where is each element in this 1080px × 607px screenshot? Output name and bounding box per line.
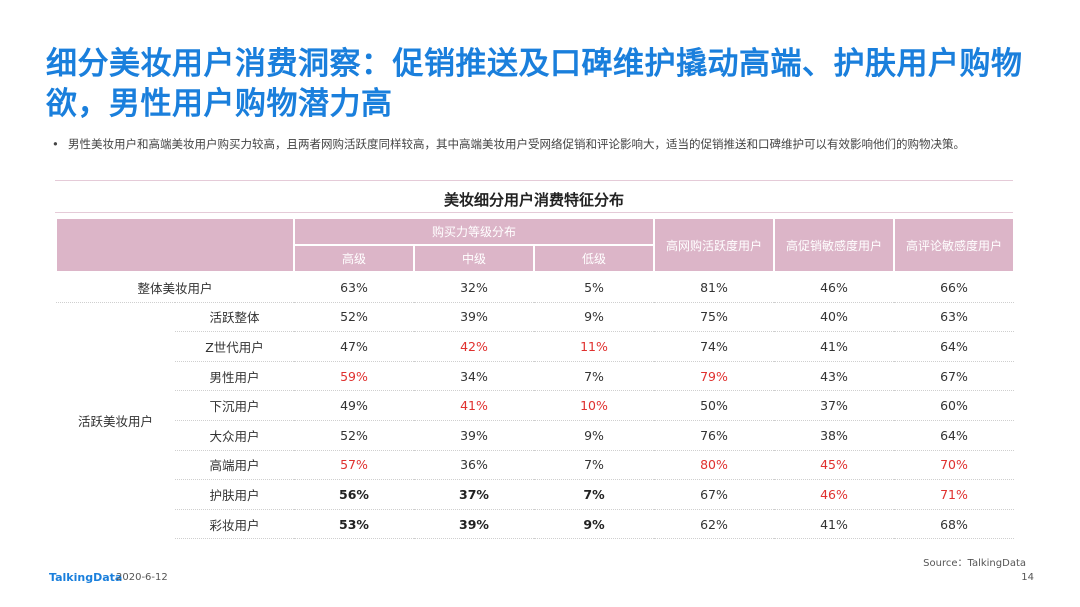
summary-text: 男性美妆用户和高端美妆用户购买力较高，且两者网购活跃度同样较高，其中高端美妆用户…: [68, 137, 965, 151]
table-cell: 56%: [294, 479, 414, 510]
table-cell: 67%: [894, 361, 1014, 392]
table-cell: 68%: [894, 509, 1014, 540]
row-label: 整体美妆用户: [56, 272, 294, 303]
table-cell: 9%: [534, 302, 654, 333]
table-cell: 9%: [534, 420, 654, 451]
header-promo-sensitivity: 高促销敏感度用户: [773, 217, 895, 273]
table-cell: 75%: [654, 302, 774, 333]
table-row: 护肤用户 56% 37% 7% 67% 46% 71%: [56, 479, 1014, 510]
table-cell: 37%: [414, 479, 534, 510]
table-cell: 70%: [894, 450, 1014, 481]
header-mid: 中级: [413, 244, 535, 273]
table-cell: 10%: [534, 390, 654, 421]
table-cell: 80%: [654, 450, 774, 481]
table-cell: 53%: [294, 509, 414, 540]
table-cell: 11%: [534, 331, 654, 362]
table-cell: 66%: [894, 272, 1014, 303]
table-cell: 40%: [774, 302, 894, 333]
table-cell: 67%: [654, 479, 774, 510]
table-cell: 79%: [654, 361, 774, 392]
table-row: 高端用户 57% 36% 7% 80% 45% 70%: [56, 450, 1014, 481]
table-row: 大众用户 52% 39% 9% 76% 38% 64%: [56, 420, 1014, 451]
table-cell: 9%: [534, 509, 654, 540]
table-cell: 62%: [654, 509, 774, 540]
table-cell: 81%: [654, 272, 774, 303]
table-title-divider: [55, 212, 1013, 213]
summary-bullet: • 男性美妆用户和高端美妆用户购买力较高，且两者网购活跃度同样较高，其中高端美妆…: [52, 136, 1048, 152]
table-cell: 64%: [894, 420, 1014, 451]
table-cell: 60%: [894, 390, 1014, 421]
header-corner: [55, 217, 295, 273]
table-cell: 63%: [294, 272, 414, 303]
row-label: 大众用户: [175, 420, 294, 451]
table-cell: 41%: [774, 509, 894, 540]
header-purchase-power: 购买力等级分布: [293, 217, 655, 246]
bullet-dot-icon: •: [52, 137, 59, 151]
brand-logo: TalkingData: [49, 571, 123, 584]
table-cell: 45%: [774, 450, 894, 481]
header-low: 低级: [533, 244, 655, 273]
table-row: 男性用户 59% 34% 7% 79% 43% 67%: [56, 361, 1014, 392]
table-row: 彩妆用户 53% 39% 9% 62% 41% 68%: [56, 509, 1014, 540]
table-cell: 46%: [774, 479, 894, 510]
table-row: 整体美妆用户 63% 32% 5% 81% 46% 66%: [56, 272, 1014, 303]
group-label: 活跃美妆用户: [77, 414, 153, 430]
table-cell: 46%: [774, 272, 894, 303]
row-label: Z世代用户: [175, 331, 294, 362]
table-cell: 43%: [774, 361, 894, 392]
table-cell: 49%: [294, 390, 414, 421]
table-cell: 41%: [414, 390, 534, 421]
table-cell: 42%: [414, 331, 534, 362]
table-cell: 38%: [774, 420, 894, 451]
table-cell: 47%: [294, 331, 414, 362]
table-cell: 7%: [534, 361, 654, 392]
table-cell: 34%: [414, 361, 534, 392]
table-cell: 37%: [774, 390, 894, 421]
table-body: 整体美妆用户 63% 32% 5% 81% 46% 66% 活跃美妆用户 活跃整体 52% 39% 9…: [56, 272, 1014, 540]
page-title: 细分美妆用户消费洞察：促销推送及口碑维护撬动高端、护肤用户购物欲，男性用户购物潜…: [46, 46, 1023, 122]
table-cell: 36%: [414, 450, 534, 481]
header-online-activity: 高网购活跃度用户: [653, 217, 775, 273]
header-review-sensitivity: 高评论敏感度用户: [893, 217, 1015, 273]
table-cell: 39%: [414, 509, 534, 540]
table-cell: 41%: [774, 331, 894, 362]
table-cell: 64%: [894, 331, 1014, 362]
table-row: 下沉用户 49% 41% 10% 50% 37% 60%: [56, 390, 1014, 421]
table-row: 活跃美妆用户 活跃整体 52% 39% 9% 75% 40% 63%: [56, 302, 1014, 429]
table-cell: 39%: [414, 302, 534, 333]
table-cell: 52%: [294, 420, 414, 451]
table-cell: 39%: [414, 420, 534, 451]
row-label: 下沉用户: [175, 390, 294, 421]
table-cell: 63%: [894, 302, 1014, 333]
table-cell: 52%: [294, 302, 414, 333]
table-title: 美妆细分用户消费特征分布: [443, 191, 624, 209]
table-cell: 74%: [654, 331, 774, 362]
row-label: 高端用户: [175, 450, 294, 481]
source-note: Source：TalkingData: [923, 558, 1026, 569]
row-label: 活跃整体: [175, 302, 294, 333]
table-cell: 5%: [534, 272, 654, 303]
row-label: 彩妆用户: [175, 509, 294, 540]
consumption-table: 购买力等级分布 高网购活跃度用户 高促销敏感度用户 高评论敏感度用户 高级 中级…: [55, 217, 1015, 540]
row-label: 护肤用户: [175, 479, 294, 510]
table-cell: 7%: [534, 450, 654, 481]
table-cell: 59%: [294, 361, 414, 392]
footer-date: 2020-6-12: [116, 572, 168, 583]
page-number: 14: [1021, 572, 1034, 583]
table-cell: 7%: [534, 479, 654, 510]
top-divider: [55, 180, 1013, 181]
table-cell: 76%: [654, 420, 774, 451]
table-row: Z世代用户 47% 42% 11% 74% 41% 64%: [56, 331, 1014, 362]
table-cell: 50%: [654, 390, 774, 421]
table-cell: 32%: [414, 272, 534, 303]
header-high: 高级: [293, 244, 415, 273]
row-label: 男性用户: [175, 361, 294, 392]
table-cell: 71%: [894, 479, 1014, 510]
table-cell: 57%: [294, 450, 414, 481]
